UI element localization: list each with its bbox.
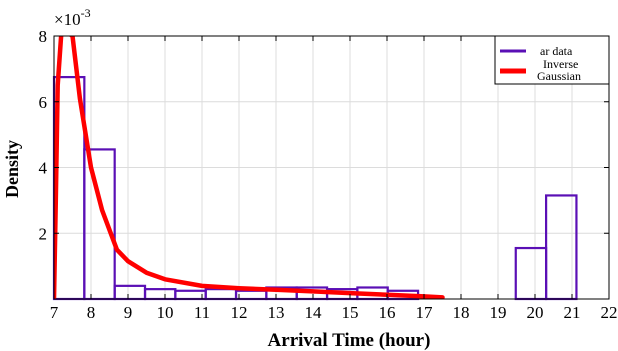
histogram-bar-2 [83, 148, 116, 301]
inverse-gaussian-curve [54, 36, 445, 299]
axes [53, 35, 610, 300]
y-axis-label: Density [2, 140, 22, 198]
x-tick-label-14: 14 [305, 303, 323, 322]
svg-text:×10-3: ×10-3 [54, 6, 91, 29]
legend-label-inverse: Inverse [543, 57, 578, 71]
x-tick-label-15: 15 [342, 303, 359, 322]
y-tick-label-2: 2 [39, 224, 48, 243]
x-tick-label-7: 7 [50, 303, 59, 322]
histogram-bar-3 [113, 284, 147, 301]
y-exponent-power: -3 [81, 6, 91, 20]
x-tick-label-8: 8 [87, 303, 96, 322]
x-tick-label-20: 20 [527, 303, 544, 322]
x-tick-label-13: 13 [268, 303, 285, 322]
x-tick-label-18: 18 [453, 303, 470, 322]
fit-curve-layer [54, 36, 445, 299]
x-tick-label-11: 11 [194, 303, 210, 322]
legend-label-ar-data: ar data [540, 44, 573, 58]
x-tick-label-17: 17 [416, 303, 434, 322]
y-tick-label-6: 6 [39, 93, 48, 112]
legend: ar data Inverse Gaussian [494, 35, 610, 85]
x-tick-label-21: 21 [564, 303, 581, 322]
histogram-bar-7 [234, 289, 268, 301]
x-tick-label-16: 16 [379, 303, 396, 322]
x-tick-label-19: 19 [490, 303, 507, 322]
legend-box [494, 35, 610, 85]
y-tick-label-4: 4 [39, 159, 48, 178]
histogram-bar-13 [514, 246, 548, 301]
histogram-bar-4 [143, 288, 177, 301]
legend-label-gaussian: Gaussian [537, 69, 581, 83]
histogram-bar-6 [204, 288, 238, 301]
y-tick-label-8: 8 [39, 27, 48, 46]
y-exponent-base: ×10 [54, 10, 81, 29]
x-axis-label: Arrival Time (hour) [268, 330, 431, 351]
histogram-bar-5 [174, 289, 207, 301]
x-tick-label-12: 12 [231, 303, 248, 322]
y-axis-exponent-label: ×10-3 [54, 6, 91, 29]
x-tick-label-22: 22 [601, 303, 618, 322]
x-tick-label-9: 9 [124, 303, 133, 322]
x-tick-label-10: 10 [157, 303, 174, 322]
grid-lines [53, 35, 610, 299]
